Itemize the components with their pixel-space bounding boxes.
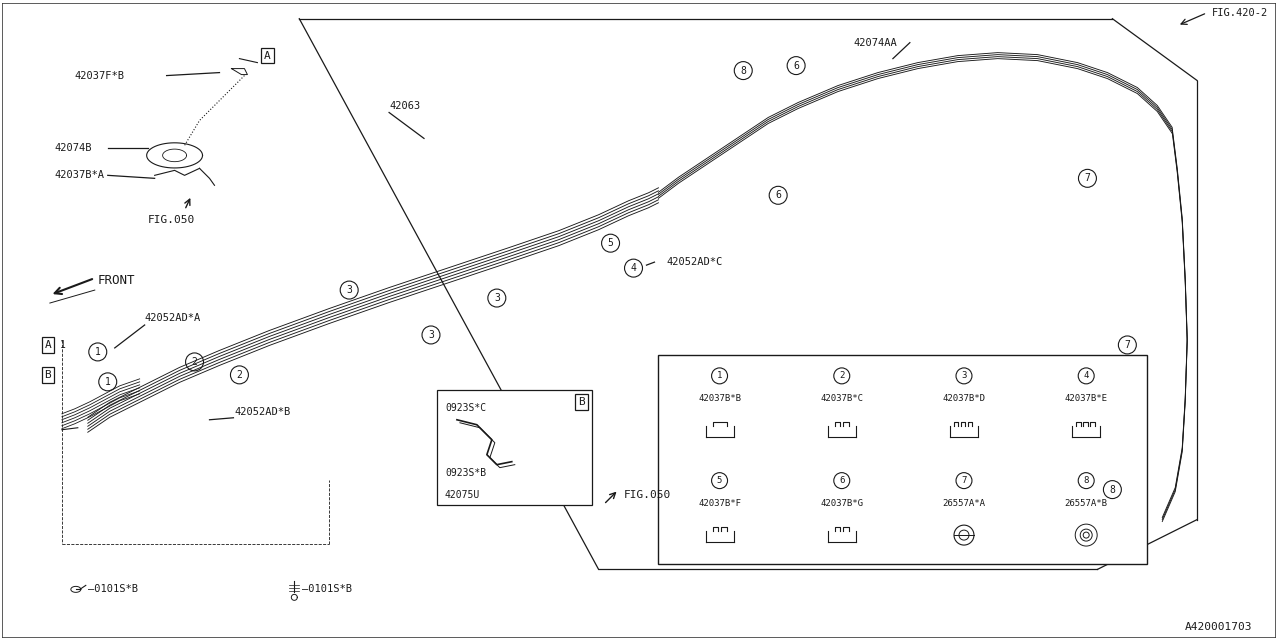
Text: 42037B*C: 42037B*C	[820, 394, 863, 403]
Text: 2: 2	[237, 370, 242, 380]
Text: 7: 7	[961, 476, 966, 485]
Text: 1: 1	[717, 371, 722, 380]
Text: B: B	[45, 370, 51, 380]
Text: FIG.050: FIG.050	[147, 215, 195, 225]
Text: 6: 6	[840, 476, 845, 485]
Text: 42052AD*A: 42052AD*A	[145, 313, 201, 323]
Text: 2: 2	[840, 371, 845, 380]
Text: 4: 4	[631, 263, 636, 273]
Text: 42063: 42063	[389, 100, 420, 111]
Text: 42075U: 42075U	[445, 490, 480, 500]
Text: 42074B: 42074B	[55, 143, 92, 154]
Text: 42037B*A: 42037B*A	[55, 170, 105, 180]
Text: 5: 5	[608, 238, 613, 248]
Text: 2: 2	[192, 357, 197, 367]
Text: FRONT: FRONT	[97, 273, 136, 287]
Text: 42037B*E: 42037B*E	[1065, 394, 1107, 403]
Text: 42037F*B: 42037F*B	[74, 70, 125, 81]
Text: FIG.050: FIG.050	[623, 490, 671, 500]
Text: —0101S*B: —0101S*B	[302, 584, 352, 595]
Text: A: A	[45, 340, 51, 350]
Text: FIG.420-2: FIG.420-2	[1212, 8, 1268, 18]
Text: 42074AA: 42074AA	[852, 38, 897, 47]
Text: 6: 6	[794, 61, 799, 70]
Text: 5: 5	[717, 476, 722, 485]
Text: 1: 1	[60, 340, 65, 350]
Bar	[658, 355, 1147, 564]
Text: 6: 6	[776, 190, 781, 200]
Text: 0923S*C: 0923S*C	[445, 403, 486, 413]
Text: 3: 3	[347, 285, 352, 295]
Text: 42052AD*B: 42052AD*B	[234, 407, 291, 417]
Text: 4: 4	[1083, 371, 1089, 380]
Text: 3: 3	[494, 293, 499, 303]
Text: 1: 1	[95, 347, 101, 357]
Text: 26557A*B: 26557A*B	[1065, 499, 1107, 508]
Text: 3: 3	[428, 330, 434, 340]
Text: A420001703: A420001703	[1184, 622, 1252, 632]
Text: 42037B*G: 42037B*G	[820, 499, 863, 508]
Text: 3: 3	[961, 371, 966, 380]
Text: 8: 8	[1083, 476, 1089, 485]
Text: B: B	[579, 397, 585, 407]
Text: 42037B*D: 42037B*D	[942, 394, 986, 403]
Text: 0923S*B: 0923S*B	[445, 468, 486, 477]
Text: 42052AD*C: 42052AD*C	[667, 257, 723, 267]
Text: 8: 8	[740, 65, 746, 76]
Text: 26557A*A: 26557A*A	[942, 499, 986, 508]
Text: 8: 8	[1110, 484, 1115, 495]
Text: A: A	[264, 51, 271, 61]
Text: 1: 1	[105, 377, 110, 387]
Bar	[436, 390, 591, 504]
Text: —0101S*B: —0101S*B	[88, 584, 138, 595]
Text: 42037B*F: 42037B*F	[698, 499, 741, 508]
Text: 7: 7	[1124, 340, 1130, 350]
Text: 7: 7	[1084, 173, 1091, 183]
Text: 42037B*B: 42037B*B	[698, 394, 741, 403]
